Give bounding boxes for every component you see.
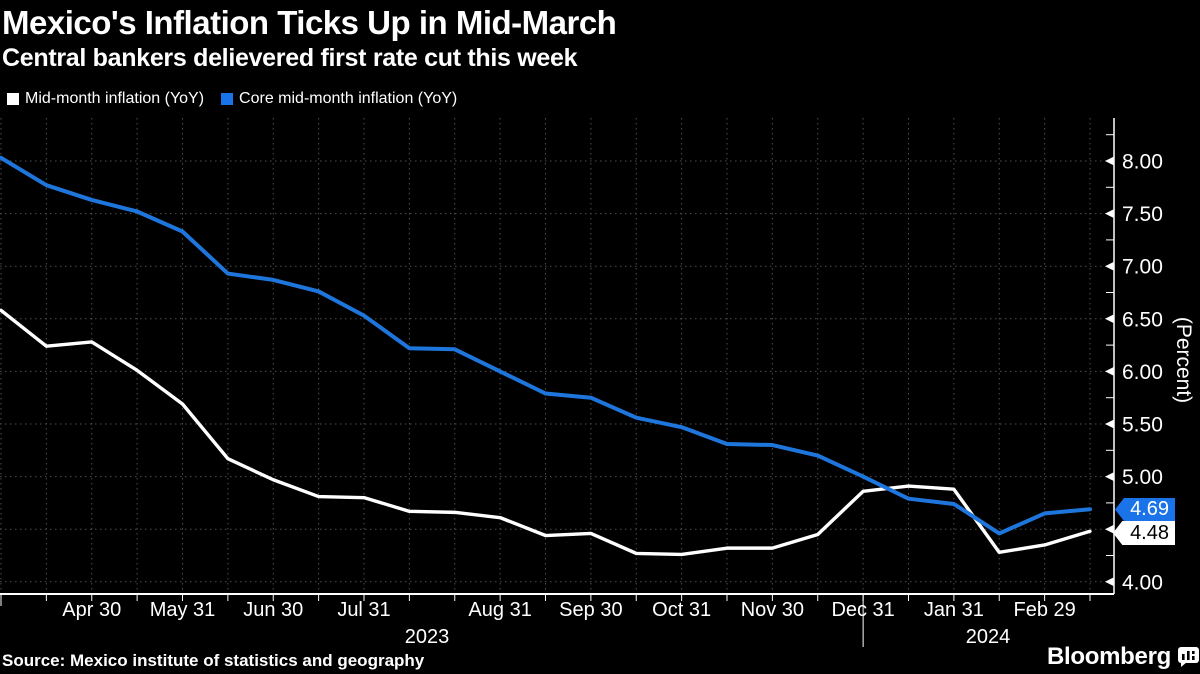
y-major-tick-arrow (1105, 577, 1114, 587)
y-major-tick-arrow (1105, 156, 1114, 166)
x-tick-label: Oct 31 (652, 599, 711, 621)
y-tick-label: 6.00 (1122, 361, 1163, 384)
end-value-badge-headline: 4.48 (1113, 521, 1175, 545)
y-axis-title: (Percent) (1172, 316, 1195, 404)
headline-inflation-line (0, 308, 1092, 557)
end-value-badge-core: 4.69 (1115, 498, 1175, 521)
year-label: 2024 (966, 626, 1011, 648)
x-tick-label: Apr 30 (62, 599, 121, 621)
y-major-tick-arrow (1105, 524, 1114, 534)
chart-subtitle: Central bankers delievered first rate cu… (2, 44, 578, 72)
y-major-tick-arrow (1105, 366, 1114, 376)
year-label: 2023 (405, 626, 450, 648)
x-tick-label: Feb 29 (1013, 599, 1075, 621)
y-tick-label: 5.00 (1122, 466, 1163, 489)
y-major-tick-arrow (1105, 261, 1114, 271)
source-note: Source: Mexico institute of statistics a… (2, 651, 425, 670)
y-major-tick-arrow (1105, 314, 1114, 324)
legend: Mid-month inflation (YoY) Core mid-month… (7, 90, 457, 108)
x-tick-label: Aug 31 (468, 599, 531, 621)
y-tick-label: 6.50 (1122, 308, 1163, 331)
y-tick-label: 7.50 (1122, 203, 1163, 226)
x-tick-label: Jun 30 (243, 599, 303, 621)
legend-label-core: Core mid-month inflation (YoY) (239, 90, 458, 107)
y-tick-label: 7.00 (1122, 256, 1163, 279)
x-tick-label: Sep 30 (559, 599, 622, 621)
x-tick-label: Dec 31 (831, 599, 894, 621)
y-major-tick-arrow (1105, 419, 1114, 429)
bloomberg-terminal-icon (1177, 647, 1199, 667)
x-tick-label: Jul 31 (337, 599, 390, 621)
x-tick-label: Nov 30 (741, 599, 804, 621)
y-major-tick-arrow (1105, 209, 1114, 219)
legend-label-headline: Mid-month inflation (YoY) (25, 90, 205, 107)
core-inflation-line (0, 155, 1092, 536)
x-tick-label: May 31 (150, 599, 216, 621)
bloomberg-wordmark: Bloomberg (1047, 643, 1171, 670)
chart-title: Mexico's Inflation Ticks Up in Mid-March (2, 4, 617, 41)
legend-swatch-core (221, 93, 234, 105)
y-major-tick-arrow (1105, 472, 1114, 482)
y-tick-label: 8.00 (1122, 151, 1163, 174)
x-tick-label: Jan 31 (924, 599, 984, 621)
legend-swatch-headline (7, 93, 19, 105)
y-tick-label: 4.00 (1122, 571, 1163, 594)
bloomberg-logo: Bloomberg (1047, 643, 1199, 671)
y-tick-label: 5.50 (1122, 414, 1163, 437)
legend-item-core: Core mid-month inflation (YoY) (221, 90, 457, 108)
legend-item-headline: Mid-month inflation (YoY) (7, 90, 204, 108)
